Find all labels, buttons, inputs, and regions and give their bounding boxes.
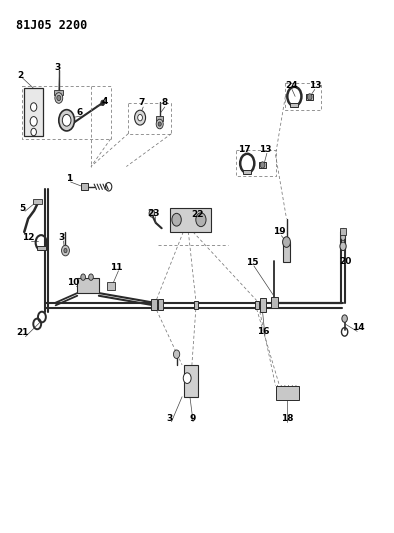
Text: 10: 10 [67, 278, 80, 287]
Bar [81, 183, 88, 190]
Bar [54, 90, 63, 95]
Bar [243, 169, 251, 174]
Circle shape [156, 119, 163, 129]
Text: 81J05 2200: 81J05 2200 [17, 19, 87, 33]
Bar [156, 116, 163, 122]
Circle shape [30, 117, 37, 126]
Bar [151, 300, 156, 310]
Text: 13: 13 [260, 145, 272, 154]
Circle shape [59, 110, 74, 131]
Bar [107, 282, 115, 290]
Circle shape [101, 100, 105, 106]
Circle shape [282, 237, 290, 247]
Bar [194, 301, 198, 309]
Bar [290, 103, 298, 107]
Bar [37, 246, 46, 250]
Bar [271, 297, 278, 308]
Bar [77, 278, 99, 293]
Circle shape [30, 103, 37, 111]
Circle shape [260, 162, 265, 168]
Bar [158, 300, 163, 310]
Circle shape [61, 245, 69, 256]
Bar [33, 199, 41, 204]
Text: 17: 17 [238, 145, 251, 154]
Circle shape [172, 213, 181, 226]
Circle shape [342, 315, 348, 322]
Bar [24, 88, 43, 136]
Text: 7: 7 [139, 98, 145, 107]
Text: 1: 1 [66, 174, 72, 183]
Circle shape [307, 94, 312, 100]
Circle shape [31, 128, 36, 136]
Text: 6: 6 [76, 108, 82, 117]
Bar [282, 242, 290, 262]
Bar [259, 162, 266, 168]
Circle shape [81, 274, 85, 280]
Circle shape [183, 373, 191, 383]
Circle shape [55, 93, 63, 103]
Circle shape [64, 248, 67, 253]
Text: 18: 18 [281, 414, 294, 423]
Text: 4: 4 [102, 97, 108, 106]
Text: 3: 3 [58, 233, 65, 242]
Text: 23: 23 [148, 209, 160, 218]
Circle shape [57, 95, 61, 101]
Text: 13: 13 [309, 81, 321, 90]
Circle shape [62, 115, 71, 126]
Circle shape [158, 122, 161, 126]
Text: 15: 15 [246, 258, 258, 266]
Text: 20: 20 [339, 257, 351, 265]
Text: 9: 9 [190, 414, 196, 423]
Text: 21: 21 [16, 328, 28, 337]
Circle shape [89, 274, 93, 280]
Bar [260, 298, 266, 312]
Text: 5: 5 [19, 204, 26, 213]
Circle shape [340, 242, 346, 251]
Circle shape [341, 234, 346, 240]
Circle shape [173, 350, 180, 359]
Bar [255, 301, 259, 309]
Text: 11: 11 [110, 263, 123, 272]
Text: 19: 19 [273, 228, 286, 237]
Text: 3: 3 [166, 414, 173, 423]
Text: 14: 14 [352, 323, 364, 332]
Circle shape [138, 115, 142, 121]
Circle shape [135, 110, 145, 125]
Bar [275, 385, 299, 400]
Text: 22: 22 [191, 210, 203, 219]
Text: 8: 8 [162, 98, 168, 107]
Bar [340, 228, 346, 235]
Text: 2: 2 [17, 70, 24, 79]
Text: 24: 24 [285, 81, 297, 90]
Bar [306, 94, 313, 100]
Text: 16: 16 [258, 327, 270, 336]
Bar [169, 208, 211, 232]
Bar [184, 365, 198, 397]
Text: 12: 12 [22, 233, 34, 242]
Circle shape [149, 209, 154, 217]
Circle shape [196, 213, 206, 227]
Text: 3: 3 [54, 63, 61, 71]
